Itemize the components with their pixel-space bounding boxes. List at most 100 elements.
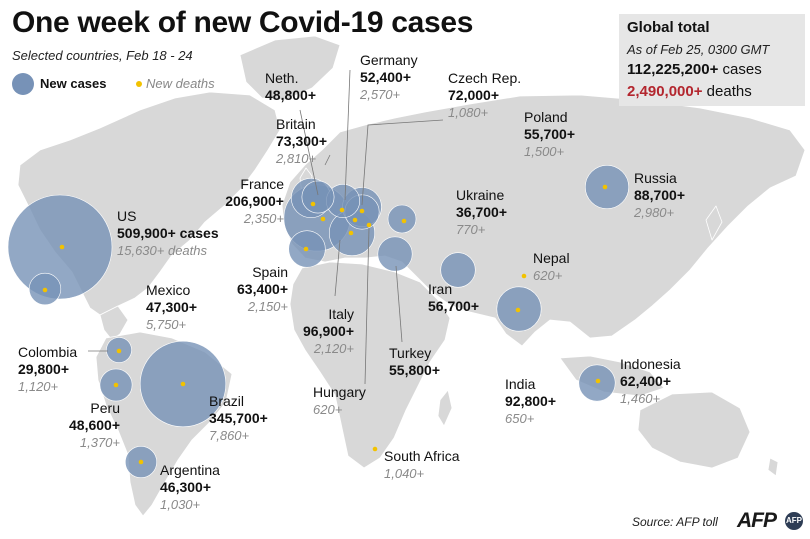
leader-line-neth xyxy=(299,109,319,196)
label-czech-cases: 72,000+ xyxy=(448,87,499,103)
label-italy: Italy 96,900+ 2,120+ xyxy=(282,306,354,357)
label-russia-name: Russia xyxy=(634,170,677,186)
label-indonesia: Indonesia 62,400+ 1,460+ xyxy=(620,356,681,407)
label-spain-deaths: 2,150+ xyxy=(247,299,288,314)
global-total-deaths: 2,490,000+ deaths xyxy=(627,83,752,100)
label-us: US 509,900+ cases 15,630+ deaths xyxy=(117,208,219,259)
page-subtitle: Selected countries, Feb 18 - 24 xyxy=(12,48,193,63)
page-title: One week of new Covid-19 cases xyxy=(12,6,474,39)
new-zealand-landmass xyxy=(767,457,779,477)
label-peru-deaths: 1,370+ xyxy=(79,435,120,450)
label-neth-cases: 48,800+ xyxy=(265,87,316,103)
global-total-cases-word: cases xyxy=(722,61,762,78)
label-russia: Russia 88,700+ 2,980+ xyxy=(634,170,685,221)
death-dot-france xyxy=(320,216,326,222)
central-america-landmass xyxy=(99,305,129,341)
label-colombia-cases: 29,800+ xyxy=(18,361,69,377)
label-italy-cases: 96,900+ xyxy=(303,323,354,339)
label-italy-deaths: 2,120+ xyxy=(313,341,354,356)
label-argentina-name: Argentina xyxy=(160,462,220,478)
japan-landmass xyxy=(705,205,723,241)
label-neth: Neth. 48,800+ xyxy=(265,70,316,104)
label-iran: Iran 56,700+ xyxy=(428,281,479,315)
death-dot-india xyxy=(515,307,521,313)
australia-landmass xyxy=(637,391,751,469)
death-dot-argentina xyxy=(138,459,144,465)
label-india: India 92,800+ 650+ xyxy=(505,376,556,427)
label-spain: Spain 63,400+ 2,150+ xyxy=(218,264,288,315)
label-britain-cases: 73,300+ xyxy=(276,133,327,149)
death-dot-russia xyxy=(602,184,608,190)
label-germany-name: Germany xyxy=(360,52,418,68)
label-nepal-deaths: 620+ xyxy=(533,268,563,283)
global-total-deaths-word: deaths xyxy=(706,83,752,100)
label-spain-name: Spain xyxy=(252,264,288,280)
bubble-turkey xyxy=(377,236,413,272)
label-argentina-deaths: 1,030+ xyxy=(160,497,201,512)
label-turkey: Turkey 55,800+ xyxy=(389,345,440,379)
label-turkey-name: Turkey xyxy=(389,345,432,361)
label-south-africa-name: South Africa xyxy=(384,448,460,464)
afp-logo-wordmark: AFP xyxy=(737,509,777,532)
death-dot-mexico xyxy=(42,287,48,293)
label-italy-name: Italy xyxy=(328,306,354,322)
global-total-box: Global total As of Feb 25, 0300 GMT 112,… xyxy=(619,14,805,106)
leader-line-hungary xyxy=(364,227,370,385)
label-france-deaths: 2,350+ xyxy=(243,211,284,226)
label-us-name: US xyxy=(117,208,137,224)
legend-new-deaths-dot-icon xyxy=(136,81,142,87)
global-total-deaths-value: 2,490,000+ xyxy=(627,83,703,100)
death-dot-hungary xyxy=(366,222,372,228)
label-britain-name: Britain xyxy=(276,116,316,132)
label-ukraine-name: Ukraine xyxy=(456,187,505,203)
label-iran-name: Iran xyxy=(428,281,453,297)
label-germany-deaths: 2,570+ xyxy=(360,87,401,102)
madagascar-landmass xyxy=(437,389,453,427)
death-dot-us xyxy=(59,244,65,250)
leader-line-italy xyxy=(334,239,341,297)
greenland-landmass xyxy=(239,35,341,101)
death-dot-indonesia xyxy=(595,378,601,384)
label-poland: Poland 55,700+ 1,500+ xyxy=(524,109,575,160)
label-india-name: India xyxy=(505,376,536,392)
label-india-deaths: 650+ xyxy=(505,411,535,426)
label-argentina: Argentina 46,300+ 1,030+ xyxy=(160,462,220,513)
label-mexico-cases: 47,300+ xyxy=(146,299,197,315)
label-turkey-cases: 55,800+ xyxy=(389,362,440,378)
label-indonesia-cases: 62,400+ xyxy=(620,373,671,389)
label-france-cases: 206,900+ xyxy=(225,193,284,209)
legend-new-cases-label: New cases xyxy=(40,76,107,91)
label-colombia: Colombia 29,800+ 1,120+ xyxy=(18,344,77,395)
label-us-deaths: 15,630+ deaths xyxy=(117,243,207,258)
afp-logo: AFP AFP xyxy=(737,509,803,533)
death-dot-south-africa xyxy=(372,446,378,452)
label-colombia-deaths: 1,120+ xyxy=(18,379,59,394)
label-poland-name: Poland xyxy=(524,109,568,125)
leader-line-germany xyxy=(344,69,351,201)
death-dot-colombia xyxy=(116,348,122,354)
label-brazil-cases: 345,700+ xyxy=(209,410,268,426)
label-hungary: Hungary 620+ xyxy=(313,384,366,418)
bubble-ukraine xyxy=(387,204,417,234)
legend-new-deaths-label: New deaths xyxy=(146,76,215,91)
death-dot-ukraine xyxy=(401,218,407,224)
leader-line-czech xyxy=(361,119,444,206)
global-total-heading: Global total xyxy=(627,19,710,36)
label-czech: Czech Rep. 72,000+ 1,080+ xyxy=(448,70,521,121)
label-britain: Britain 73,300+ 2,810+ xyxy=(276,116,327,167)
global-total-cases: 112,225,200+ cases xyxy=(627,61,762,78)
source-credit: Source: AFP toll xyxy=(632,515,718,529)
label-brazil-deaths: 7,860+ xyxy=(209,428,250,443)
label-france-name: France xyxy=(240,176,284,192)
death-dot-poland xyxy=(352,217,358,223)
label-mexico: Mexico 47,300+ 5,750+ xyxy=(146,282,197,333)
label-argentina-cases: 46,300+ xyxy=(160,479,211,495)
label-britain-deaths: 2,810+ xyxy=(276,151,317,166)
label-russia-deaths: 2,980+ xyxy=(634,205,675,220)
label-czech-deaths: 1,080+ xyxy=(448,105,489,120)
death-dot-peru xyxy=(113,382,119,388)
death-dot-britain xyxy=(310,201,316,207)
leader-line-turkey xyxy=(395,265,403,343)
label-india-cases: 92,800+ xyxy=(505,393,556,409)
